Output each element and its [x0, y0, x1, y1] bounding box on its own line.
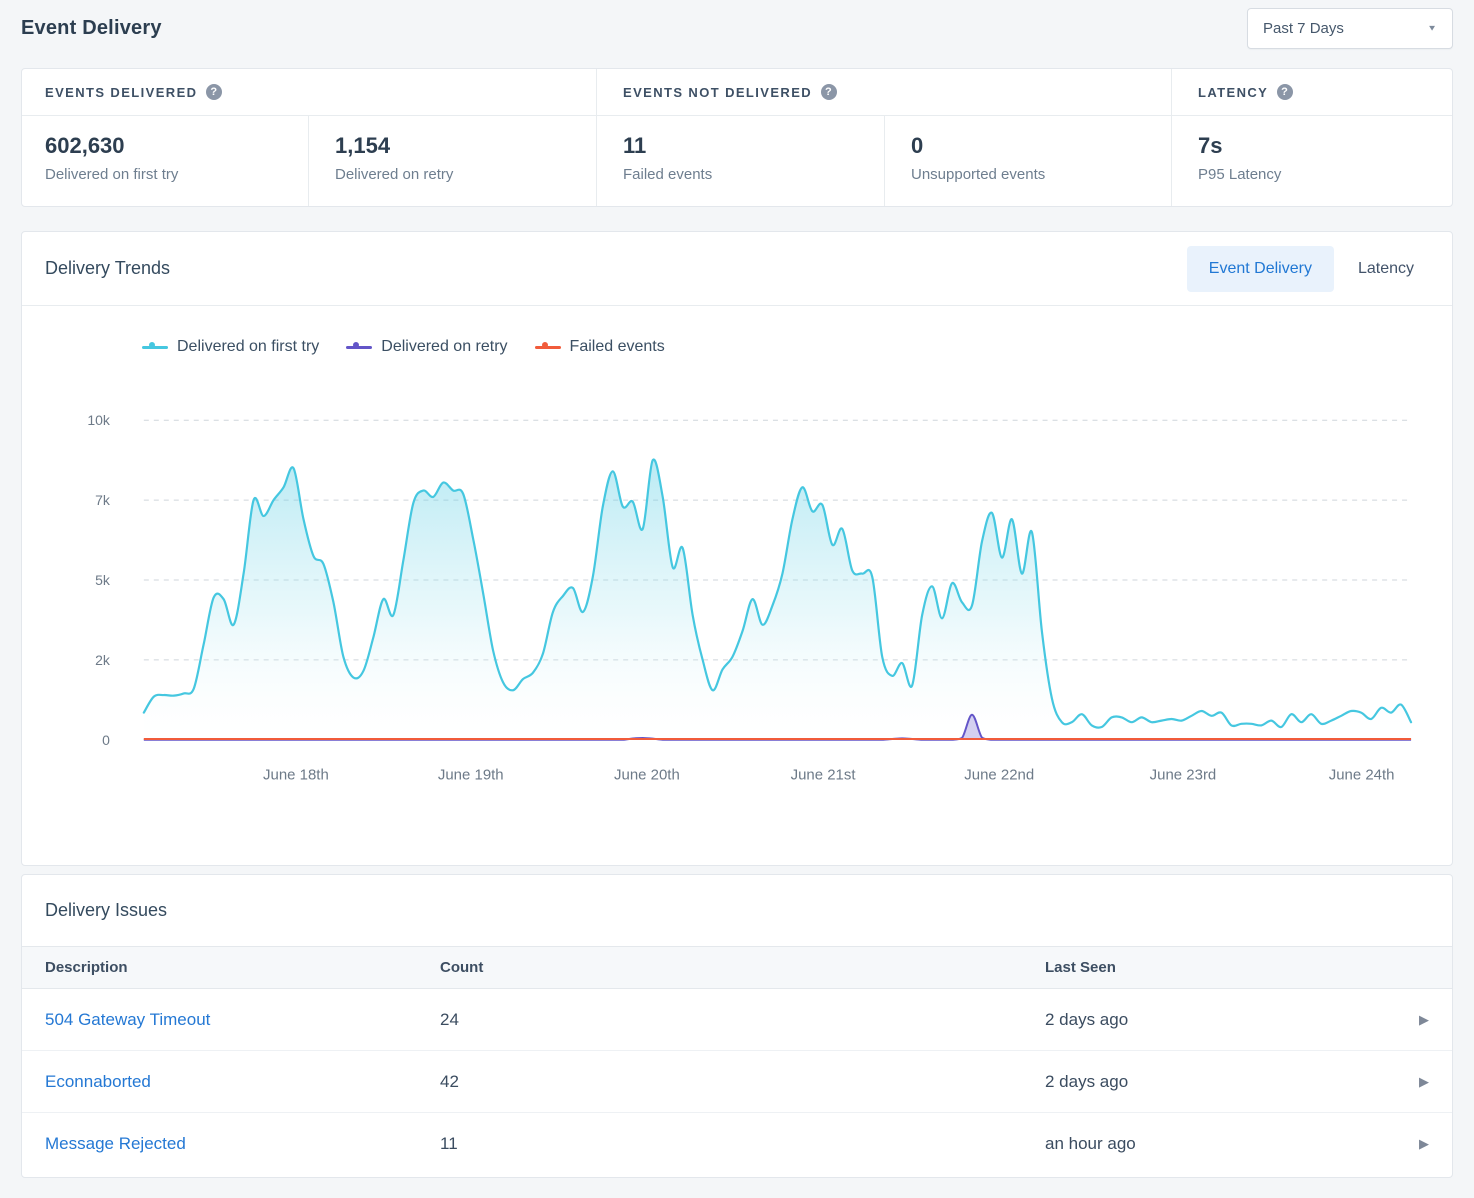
stat-group-events-delivered: EVENTS DELIVERED	[22, 69, 596, 116]
issue-row[interactable]: 504 Gateway Timeout 24 2 days ago	[22, 989, 1452, 1051]
page-title: Event Delivery	[21, 17, 162, 40]
legend-item-failed-events[interactable]: Failed events	[535, 338, 665, 356]
stat-label: Failed events	[623, 166, 884, 183]
chevron-right-icon[interactable]	[1396, 1136, 1452, 1152]
delivery-issues-card: Delivery Issues Description Count Last S…	[21, 874, 1453, 1178]
tab-latency[interactable]: Latency	[1336, 246, 1436, 292]
x-axis-label: June 18th	[263, 767, 329, 784]
chevron-right-icon[interactable]	[1396, 1074, 1452, 1090]
legend-item-delivered-retry[interactable]: Delivered on retry	[346, 338, 507, 356]
stat-delivered-first-try: 602,630 Delivered on first try	[22, 116, 308, 206]
issue-last-seen: 2 days ago	[1045, 1072, 1396, 1092]
legend-marker-icon	[346, 341, 372, 353]
x-axis-label: June 23rd	[1150, 767, 1217, 784]
stat-delivered-retry: 1,154 Delivered on retry	[308, 116, 596, 206]
top-bar: Event Delivery Past 7 Days ▼	[21, 0, 1453, 49]
trends-header: Delivery Trends Event Delivery Latency	[22, 232, 1452, 306]
help-icon[interactable]	[821, 84, 837, 100]
chevron-right-icon[interactable]	[1396, 1012, 1452, 1028]
stat-value: 7s	[1198, 133, 1452, 159]
stat-value: 602,630	[45, 133, 308, 159]
stat-failed-events: 11 Failed events	[596, 116, 884, 206]
stat-group-label: EVENTS NOT DELIVERED	[623, 85, 812, 100]
stat-label: Unsupported events	[911, 166, 1171, 183]
issue-link[interactable]: 504 Gateway Timeout	[45, 1010, 210, 1029]
issue-link[interactable]: Econnaborted	[45, 1072, 151, 1091]
stat-value: 1,154	[335, 133, 596, 159]
x-axis-label: June 21st	[791, 767, 857, 784]
stat-group-events-not-delivered: EVENTS NOT DELIVERED	[596, 69, 1171, 116]
page: Event Delivery Past 7 Days ▼ EVENTS DELI…	[0, 0, 1474, 1178]
issues-table-header: Description Count Last Seen	[22, 946, 1452, 989]
issue-count: 11	[440, 1134, 1045, 1154]
help-icon[interactable]	[206, 84, 222, 100]
issue-row[interactable]: Message Rejected 11 an hour ago	[22, 1113, 1452, 1175]
y-axis-tick-label: 7k	[95, 492, 110, 508]
trends-tabs: Event Delivery Latency	[1187, 246, 1436, 292]
issues-title: Delivery Issues	[45, 900, 167, 921]
x-axis-label: June 20th	[614, 767, 680, 784]
stat-group-label: EVENTS DELIVERED	[45, 85, 197, 100]
issue-last-seen: 2 days ago	[1045, 1010, 1396, 1030]
issue-last-seen: an hour ago	[1045, 1134, 1396, 1154]
help-icon[interactable]	[1277, 84, 1293, 100]
stat-group-latency: LATENCY	[1171, 69, 1452, 116]
stat-unsupported-events: 0 Unsupported events	[884, 116, 1171, 206]
time-range-value: Past 7 Days	[1263, 20, 1344, 37]
legend-label: Delivered on retry	[381, 338, 507, 356]
column-count: Count	[440, 959, 1045, 976]
issue-count: 24	[440, 1010, 1045, 1030]
y-axis-tick-label: 5k	[95, 572, 110, 588]
issue-count: 42	[440, 1072, 1045, 1092]
trends-title: Delivery Trends	[45, 258, 170, 279]
column-description: Description	[22, 959, 440, 976]
y-axis-tick-label: 0	[102, 732, 110, 748]
stat-group-label: LATENCY	[1198, 85, 1268, 100]
time-range-dropdown[interactable]: Past 7 Days ▼	[1247, 8, 1453, 49]
chart-legend: Delivered on first try Delivered on retr…	[142, 338, 1452, 356]
delivery-trends-card: Delivery Trends Event Delivery Latency D…	[21, 231, 1453, 866]
stat-label: Delivered on retry	[335, 166, 596, 183]
issue-row[interactable]: Econnaborted 42 2 days ago	[22, 1051, 1452, 1113]
tab-event-delivery[interactable]: Event Delivery	[1187, 246, 1334, 292]
stat-p95-latency: 7s P95 Latency	[1171, 116, 1452, 206]
issues-header: Delivery Issues	[22, 875, 1452, 946]
legend-marker-icon	[535, 341, 561, 353]
y-axis-tick-label: 2k	[95, 652, 110, 668]
column-last-seen: Last Seen	[1045, 959, 1396, 976]
stat-value: 11	[623, 133, 884, 159]
chevron-down-icon: ▼	[1427, 24, 1437, 33]
stat-label: Delivered on first try	[45, 166, 308, 183]
legend-marker-icon	[142, 341, 168, 353]
legend-label: Failed events	[570, 338, 665, 356]
stat-label: P95 Latency	[1198, 166, 1452, 183]
x-axis-label: June 24th	[1329, 767, 1395, 784]
x-axis-label: June 22nd	[964, 767, 1034, 784]
legend-item-delivered-first-try[interactable]: Delivered on first try	[142, 338, 319, 356]
y-axis-tick-label: 10k	[87, 412, 110, 428]
delivery-trends-chart: 0 2k 5k 7k 10k June 18th June 19th June 20th Jun…	[22, 364, 1452, 794]
x-axis-label: June 19th	[438, 767, 504, 784]
stat-value: 0	[911, 133, 1171, 159]
issue-link[interactable]: Message Rejected	[45, 1134, 186, 1153]
legend-label: Delivered on first try	[177, 338, 319, 356]
stats-card: EVENTS DELIVERED EVENTS NOT DELIVERED LA…	[21, 68, 1453, 207]
